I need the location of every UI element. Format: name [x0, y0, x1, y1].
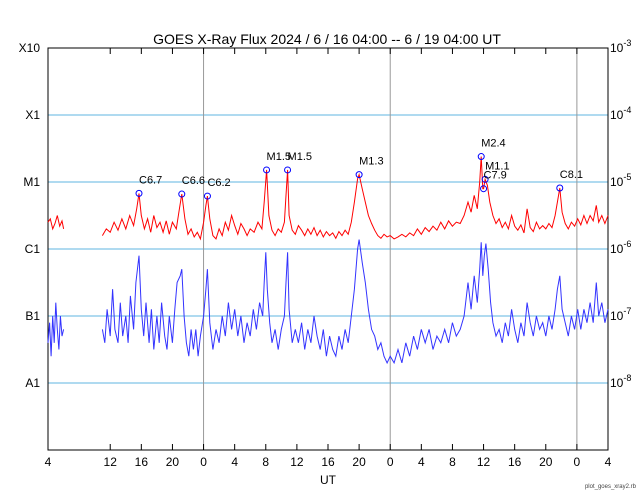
y-right-label: 10-8	[610, 373, 631, 390]
y-left-label: X10	[19, 41, 41, 55]
x-tick-label: 8	[449, 455, 456, 469]
flare-marker	[284, 166, 292, 174]
flux-series	[47, 156, 609, 365]
flare-marker	[480, 185, 488, 193]
flare-label: C6.2	[207, 177, 230, 189]
y-right-label: 10-3	[610, 38, 631, 55]
y-left-label: C1	[25, 242, 41, 256]
y-right-label: 10-7	[610, 306, 631, 323]
flare-marker	[355, 171, 363, 179]
x-tick-label: 0	[574, 455, 581, 469]
x-tick-label: 0	[387, 455, 394, 469]
flare-label: M2.4	[481, 138, 505, 150]
x-axis-label: UT	[320, 473, 337, 487]
x-tick-label: 12	[477, 455, 491, 469]
x-tick-label: 20	[539, 455, 553, 469]
flare-marker	[477, 153, 485, 161]
series-line-long	[47, 156, 609, 241]
flare-label: M1.5	[267, 151, 291, 163]
x-tick-label: 20	[352, 455, 366, 469]
flare-label: C8.1	[560, 169, 583, 181]
x-tick-label: 8	[262, 455, 269, 469]
y-left-label: M1	[23, 175, 40, 189]
left-axis-labels: A1 B1 C1 M1 X1 X10	[19, 41, 41, 390]
y-right-label: 10-5	[610, 172, 631, 189]
flare-label: M1.5	[288, 151, 312, 163]
flare-marker	[178, 190, 186, 198]
day-boundary-lines	[203, 48, 578, 450]
grid-lines	[48, 114, 608, 384]
x-tick-label: 12	[104, 455, 118, 469]
flare-marker	[263, 166, 271, 174]
y-left-label: B1	[25, 309, 40, 323]
y-left-label: A1	[25, 376, 40, 390]
x-tick-label: 4	[45, 455, 52, 469]
flare-marker	[556, 184, 564, 192]
credit-label: plot_goes_xray2.rb	[585, 484, 637, 490]
x-tick-label: 16	[508, 455, 522, 469]
flare-marker	[135, 189, 143, 197]
x-tick-label: 4	[418, 455, 425, 469]
flare-label: C7.9	[484, 170, 507, 182]
flare-label: M1.1	[485, 160, 509, 172]
flare-marker	[481, 175, 489, 183]
flare-label: C6.7	[139, 174, 162, 186]
flare-label: M1.3	[359, 156, 383, 168]
flare-markers: C6.7 C6.6 C6.2 M1.5M1.5 M1.3 M2.4 M1.1C7.9 C8.1	[135, 138, 583, 200]
chart-title: GOES X-Ray Flux 2024 / 6 / 16 04:00 -- 6…	[153, 31, 501, 47]
x-tick-label: 12	[290, 455, 304, 469]
right-axis-labels: 10-8 10-7 10-6 10-5 10-4 10-3	[610, 38, 631, 390]
x-tick-label: 4	[231, 455, 238, 469]
x-tick-label: 20	[166, 455, 180, 469]
y-right-label: 10-4	[610, 105, 631, 122]
x-tick-label: 4	[605, 455, 612, 469]
series-line-short	[47, 239, 609, 365]
flare-marker	[203, 192, 211, 200]
x-tick-label: 16	[321, 455, 335, 469]
y-right-label: 10-6	[610, 239, 631, 256]
x-tick-label: 0	[200, 455, 207, 469]
x-tick-label: 16	[135, 455, 149, 469]
y-left-label: X1	[25, 108, 40, 122]
x-axis-ticks: 4 12 16 20 0 4 8 12 16 20 0 4 8 12 16 20 0 4	[45, 48, 612, 469]
flare-label: C6.6	[182, 175, 205, 187]
